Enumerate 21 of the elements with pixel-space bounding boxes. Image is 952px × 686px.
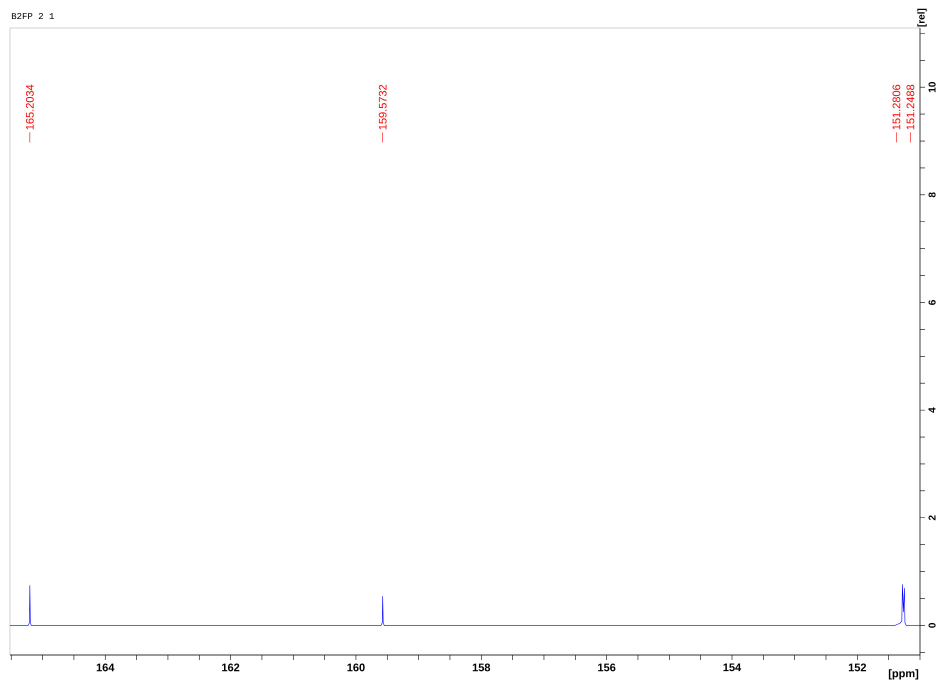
x-axis-title: [ppm]	[888, 669, 918, 680]
text: B2FP 2 1	[12, 12, 54, 20]
x-tick-label: 156	[598, 664, 616, 672]
x-tick-label: 158	[472, 664, 490, 672]
x-tick-label: 152	[848, 664, 866, 672]
y-tick-label: 10	[928, 82, 936, 92]
x-tick-label: 162	[222, 664, 240, 672]
y-tick-label: 4	[928, 407, 936, 413]
x-tick-label: 154	[723, 664, 742, 672]
y-tick-label: 2	[928, 515, 936, 520]
annotation: 151.2806	[892, 84, 900, 130]
annotation: 151.2488	[906, 84, 914, 130]
y-tick-label: 6	[928, 300, 936, 305]
line-series	[10, 584, 920, 626]
y-tick-label: 8	[928, 192, 936, 198]
annotation: 159.5732	[378, 84, 387, 130]
x-tick-label: 160	[347, 664, 365, 672]
y-tick-label: 0	[928, 623, 936, 628]
y-axis-title: [rel]	[917, 8, 927, 27]
annotation: 165.2034	[26, 84, 34, 130]
x-tick-label: 164	[96, 664, 114, 672]
